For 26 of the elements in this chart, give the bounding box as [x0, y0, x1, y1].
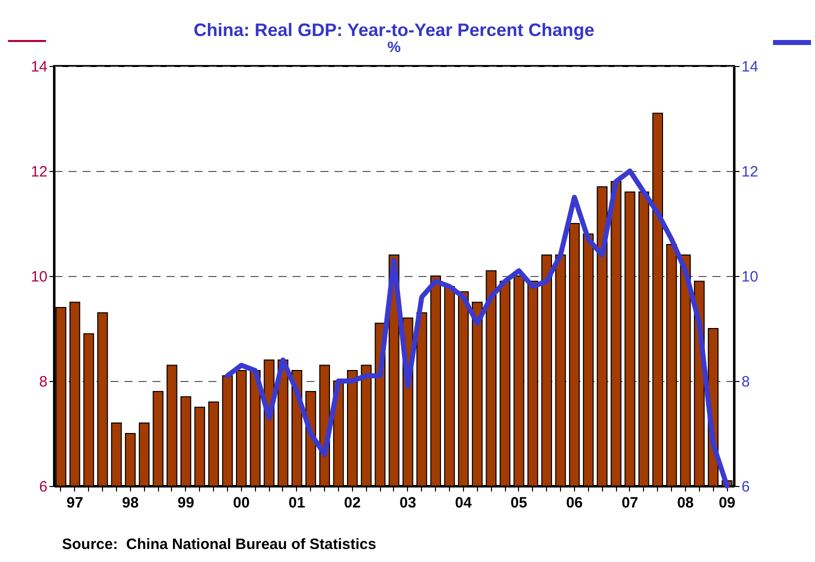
x-tick-label: 97 — [66, 494, 84, 512]
x-tick-label: 06 — [566, 494, 583, 512]
y2-tick-label: 8 — [742, 374, 750, 390]
x-tick-label: 05 — [510, 494, 528, 512]
y2-tick-label: 14 — [742, 58, 758, 76]
x-tick-label: 99 — [177, 494, 194, 512]
y2-tick-label: 6 — [742, 478, 750, 496]
x-tick-label: 98 — [122, 494, 139, 512]
y2-tick-label: 10 — [742, 268, 758, 286]
x-tick-label: 07 — [622, 494, 638, 512]
chart-subtitle: % — [387, 39, 401, 56]
source-note: Source: China National Bureau of Statistics — [62, 536, 376, 553]
x-tick-label: 01 — [288, 494, 306, 512]
x-tick-label: 00 — [233, 494, 250, 512]
x-tick-label: 02 — [344, 494, 361, 512]
y-tick-label: 10 — [30, 268, 48, 286]
y-tick-label: 14 — [30, 58, 48, 76]
x-tick-label: 09 — [718, 494, 736, 512]
y-tick-label: 6 — [39, 478, 48, 496]
chart-title: China: Real GDP: Year-to-Year Percent Change — [194, 20, 594, 40]
y2-tick-label: 12 — [742, 164, 758, 180]
y-tick-label: 8 — [39, 374, 48, 390]
y-tick-label: 12 — [30, 164, 48, 180]
x-tick-label: 08 — [677, 494, 694, 512]
x-tick-label: 03 — [400, 494, 416, 512]
x-tick-label: 04 — [455, 494, 472, 512]
